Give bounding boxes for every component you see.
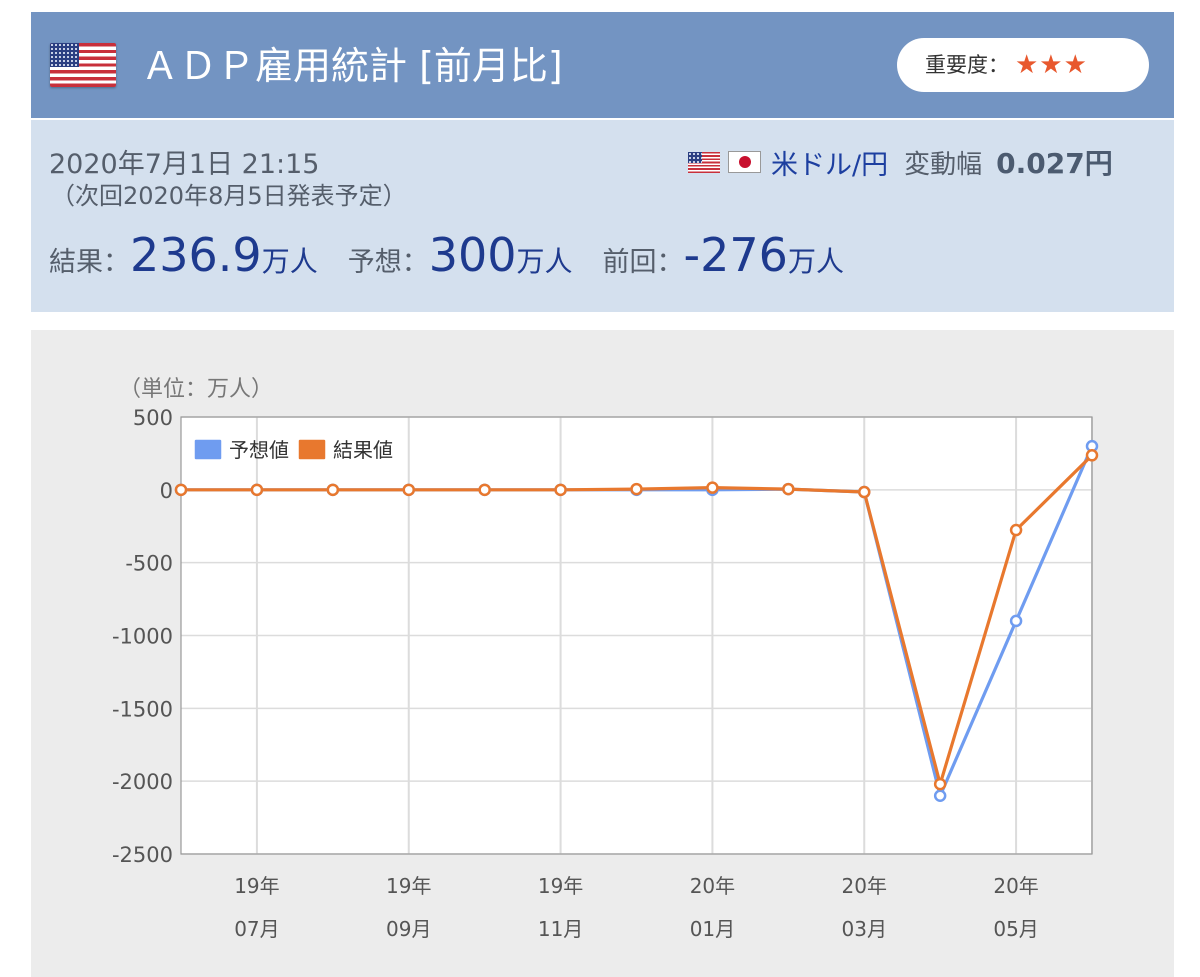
stats-row: 結果：236.9万人 予想：300万人 前回：-276万人 xyxy=(49,228,844,282)
legend-swatch-result[interactable] xyxy=(297,438,327,461)
result-value: 236.9 xyxy=(130,228,262,282)
indicator-title: ＡＤＰ雇用統計 [前月比] xyxy=(141,44,563,88)
forecast-point[interactable] xyxy=(933,789,947,802)
result-point[interactable] xyxy=(706,481,719,494)
currency-pair-link[interactable]: 米ドル/円 xyxy=(771,149,889,181)
currency-pair-row: 米ドル/円 変動幅 0.027円 xyxy=(688,142,1113,181)
x-tick-label: 19年 xyxy=(234,874,279,898)
x-tick-label: 20年 xyxy=(690,874,735,898)
previous-value: -276 xyxy=(683,228,788,282)
x-tick-label: 03月 xyxy=(842,917,887,941)
x-tick-label: 05月 xyxy=(993,917,1038,941)
next-release-note: （次回2020年8月5日発表予定） xyxy=(51,182,407,210)
result-point[interactable] xyxy=(1085,449,1099,462)
legend-label-forecast[interactable]: 予想値 xyxy=(229,438,289,462)
result-point[interactable] xyxy=(1009,523,1023,537)
legend-swatch-forecast[interactable] xyxy=(193,438,223,461)
x-tick-label: 01月 xyxy=(690,917,735,941)
x-tick-label: 11月 xyxy=(538,917,583,941)
us-flag-icon xyxy=(50,43,116,87)
x-tick-label: 20年 xyxy=(993,874,1038,898)
y-tick-label: -500 xyxy=(125,552,173,576)
y-tick-label: -2000 xyxy=(112,770,173,794)
indicator-info-panel: 2020年7月1日 21:15 （次回2020年8月5日発表予定） 米ドル/円変… xyxy=(31,120,1174,312)
y-tick-label: -2500 xyxy=(112,843,173,867)
indicator-header: ＡＤＰ雇用統計 [前月比] 重要度： ★★★ xyxy=(31,12,1174,118)
result-point[interactable] xyxy=(554,483,567,497)
result-label: 結果： xyxy=(49,247,130,278)
result-point[interactable] xyxy=(782,482,795,496)
importance-stars: ★★★ xyxy=(1015,50,1088,80)
x-tick-label: 07月 xyxy=(234,917,279,941)
legend-label-result[interactable]: 結果値 xyxy=(333,438,393,462)
y-tick-label: 500 xyxy=(133,406,173,430)
jp-flag-icon xyxy=(728,151,761,173)
line-chart: 500 0 -500 -1000 -1500 -2000 -2500 19年 07月 19年 09月… xyxy=(112,377,1099,941)
forecast-unit: 万人 xyxy=(516,245,573,278)
forecast-point[interactable] xyxy=(1009,614,1023,628)
y-tick-label: -1500 xyxy=(112,697,173,721)
us-flag-small-icon xyxy=(688,151,720,173)
previous-unit: 万人 xyxy=(787,245,844,278)
range-label: 変動幅 xyxy=(904,149,983,180)
result-point[interactable] xyxy=(478,483,491,497)
x-tick-label: 20年 xyxy=(842,874,887,898)
importance-badge: 重要度： ★★★ xyxy=(897,38,1149,92)
x-tick-label: 19年 xyxy=(386,874,431,898)
x-tick-label: 09月 xyxy=(386,917,431,941)
result-point[interactable] xyxy=(630,482,643,496)
result-point[interactable] xyxy=(174,483,188,497)
result-point[interactable] xyxy=(402,483,415,497)
release-datetime: 2020年7月1日 21:15 xyxy=(49,149,320,180)
result-unit: 万人 xyxy=(261,245,318,278)
importance-label: 重要度： xyxy=(925,53,1009,77)
forecast-value: 300 xyxy=(428,228,517,282)
result-point[interactable] xyxy=(250,483,264,497)
previous-label: 前回： xyxy=(602,247,684,278)
range-value: 0.027円 xyxy=(996,147,1113,180)
chart-panel: 500 0 -500 -1000 -1500 -2000 -2500 19年 07月 19年 09月… xyxy=(31,330,1174,977)
result-point[interactable] xyxy=(326,483,340,497)
unit-label: （単位：万人） xyxy=(119,377,273,402)
result-point[interactable] xyxy=(933,777,947,791)
x-tick-label: 19年 xyxy=(538,874,583,898)
plot-border xyxy=(180,416,1093,855)
y-tick-label: -1000 xyxy=(112,625,173,649)
forecast-label: 予想： xyxy=(347,247,429,278)
y-tick-label: 0 xyxy=(160,479,173,503)
result-point[interactable] xyxy=(858,485,871,499)
